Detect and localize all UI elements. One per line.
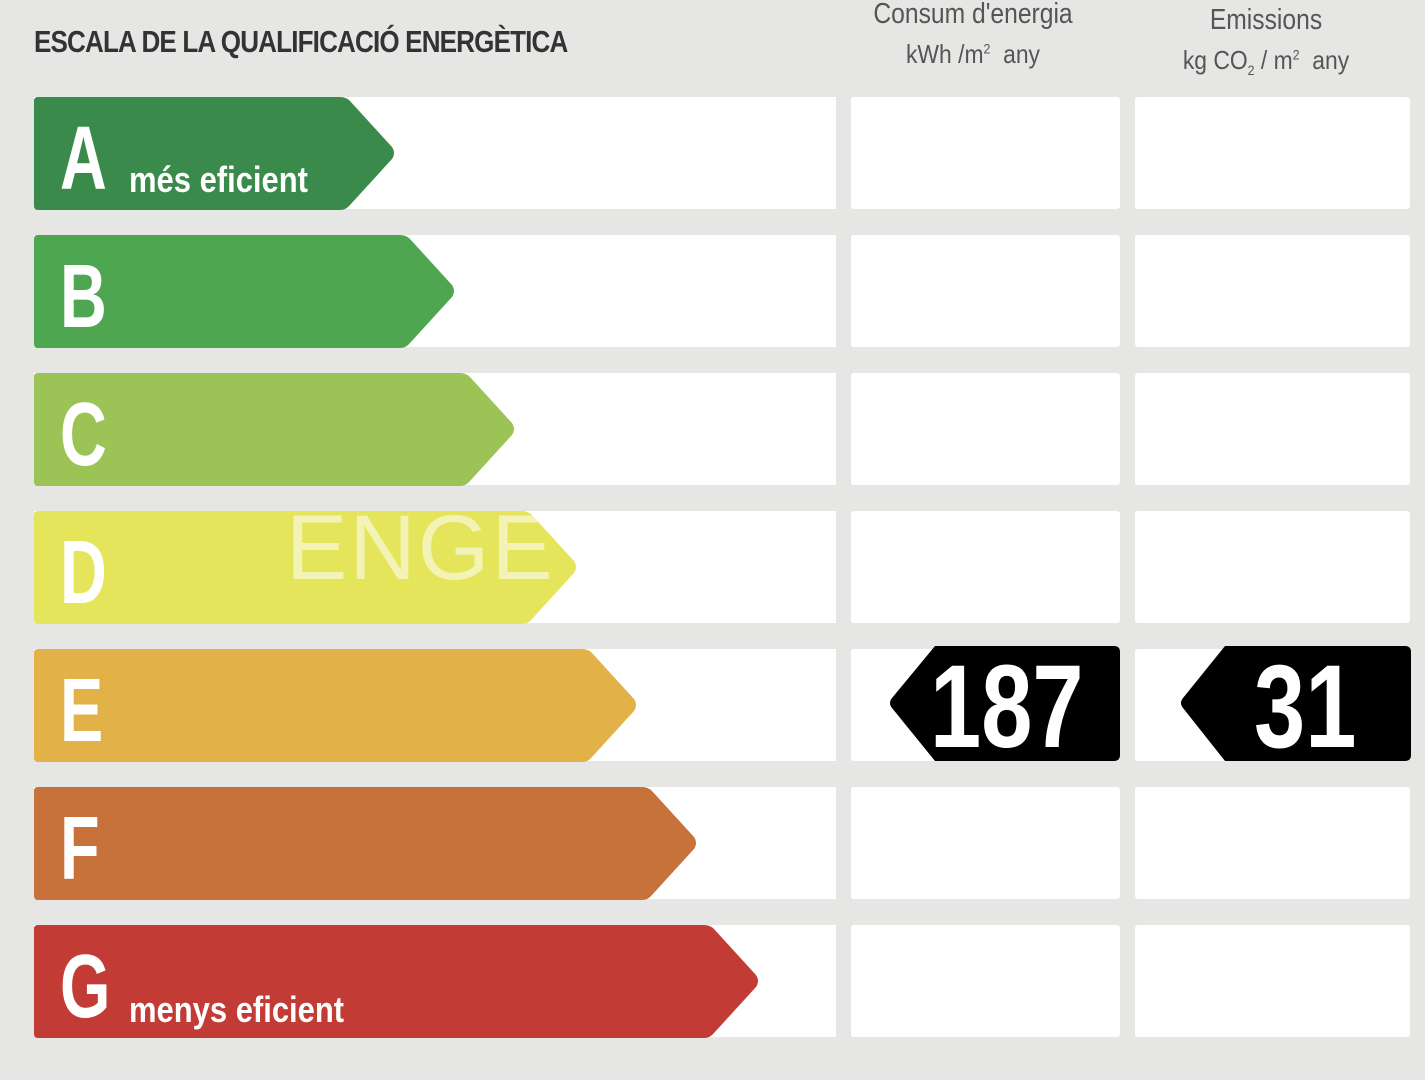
emissions-column-unit: kg CO2 / m2 any — [1182, 45, 1350, 79]
emissions-column-header: Emissions kg CO2 / m2 any — [1135, 4, 1397, 78]
energy-cell-b — [851, 235, 1120, 347]
class-letter-b: B — [60, 247, 107, 347]
class-label-a: més eficient — [129, 159, 308, 200]
class-arrow-g — [34, 925, 758, 1038]
emissions-rating-value: 31 — [1254, 641, 1357, 773]
energy-column-unit: kWh /m2 any — [905, 39, 1041, 69]
class-arrow-c — [34, 373, 514, 486]
class-arrow-b — [34, 235, 454, 348]
class-arrow-a — [34, 97, 394, 210]
watermark-text: ENGE — [286, 497, 555, 599]
class-arrow-d — [34, 511, 576, 624]
energy-cell-c — [851, 373, 1120, 485]
class-letter-d: D — [60, 523, 107, 623]
class-arrow-e — [34, 649, 636, 762]
energy-rating-marker — [890, 646, 1120, 761]
emissions-rating-marker — [1181, 646, 1411, 761]
class-letter-a: A — [60, 109, 107, 209]
energy-cell-f — [851, 787, 1120, 899]
class-letter-g: G — [60, 937, 111, 1037]
energy-cell-d — [851, 511, 1120, 623]
class-letter-e: E — [60, 661, 104, 761]
emissions-cell-f — [1135, 787, 1410, 899]
label-title: ESCALA DE LA QUALIFICACIÓ ENERGÈTICA — [34, 24, 568, 59]
class-letter-f: F — [60, 799, 100, 899]
class-label-g: menys eficient — [129, 989, 345, 1030]
class-letter-c: C — [60, 385, 107, 485]
emissions-cell-d — [1135, 511, 1410, 623]
energy-cell-a — [851, 97, 1120, 209]
emissions-cell-b — [1135, 235, 1410, 347]
energy-rating-value: 187 — [930, 641, 1084, 773]
emissions-column-title: Emissions — [1209, 4, 1323, 36]
energy-column-header: Consum d'energia kWh /m2 any — [851, 0, 1095, 70]
emissions-cell-c — [1135, 373, 1410, 485]
class-arrow-f — [34, 787, 696, 900]
energy-cell-g — [851, 925, 1120, 1037]
emissions-cell-a — [1135, 97, 1410, 209]
energy-column-title: Consum d'energia — [873, 0, 1073, 30]
emissions-cell-g — [1135, 925, 1410, 1037]
